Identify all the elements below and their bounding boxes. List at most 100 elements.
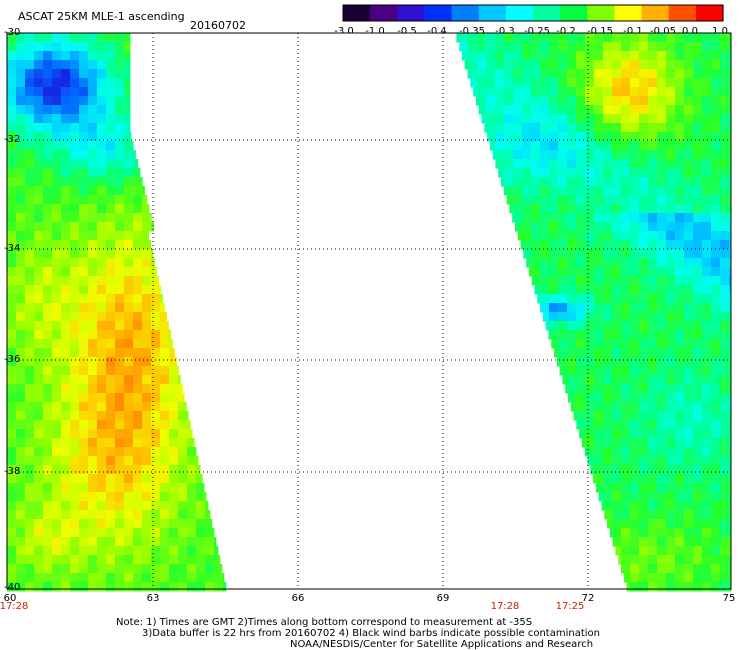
- swath-cell: [7, 330, 17, 340]
- swath-cell: [61, 456, 71, 466]
- swath-cell: [151, 420, 161, 430]
- swath-cell: [169, 420, 179, 430]
- swath-cell: [187, 438, 195, 448]
- swath-cell: [7, 519, 17, 529]
- swath-cell: [124, 402, 134, 412]
- swath-cell: [693, 411, 703, 421]
- swath-cell: [97, 87, 107, 97]
- swath-cell: [79, 339, 89, 349]
- swath-cell: [702, 222, 712, 232]
- swath-cell: [549, 186, 559, 196]
- swath-cell: [693, 330, 703, 340]
- swath-cell: [621, 276, 631, 286]
- swath-cell: [7, 258, 17, 268]
- swath-cell: [612, 258, 622, 268]
- swath-cell: [178, 411, 188, 421]
- swath-cell: [486, 42, 496, 52]
- swath-cell: [34, 312, 44, 322]
- swath-cell: [523, 249, 532, 259]
- swath-cell: [711, 312, 721, 322]
- swath-cell: [151, 393, 161, 403]
- swath-cell: [61, 105, 71, 115]
- swath-cell: [52, 42, 62, 52]
- swath-cell: [70, 249, 80, 259]
- swath-cell: [16, 411, 26, 421]
- swath-cell: [25, 501, 35, 511]
- swath-cell: [603, 213, 613, 223]
- swath-cell: [25, 555, 35, 565]
- colorbar-tick: -0.1: [623, 26, 643, 37]
- swath-cell: [657, 240, 667, 250]
- swath-cell: [456, 33, 460, 43]
- swath-cell: [666, 150, 676, 160]
- swath-cell: [133, 510, 143, 520]
- swath-cell: [133, 537, 143, 547]
- swath-cell: [675, 510, 685, 520]
- swath-cell: [639, 240, 649, 250]
- swath-cell: [169, 411, 179, 421]
- swath-cell: [657, 366, 667, 376]
- swath-cell: [124, 384, 134, 394]
- swath-cell: [468, 51, 478, 61]
- swath-cell: [693, 573, 703, 583]
- swath-cell: [675, 546, 685, 556]
- swath-cell: [106, 357, 116, 367]
- swath-cell: [693, 519, 703, 529]
- swath-cell: [675, 276, 685, 286]
- swath-cell: [461, 51, 469, 61]
- swath-cell: [7, 528, 17, 538]
- swath-cell: [61, 231, 71, 241]
- swath-cell: [648, 294, 658, 304]
- swath-cell: [61, 564, 71, 574]
- swath-cell: [7, 393, 17, 403]
- swath-cell: [34, 267, 44, 277]
- swath-cell: [115, 258, 125, 268]
- swath-cell: [639, 42, 649, 52]
- swath-cell: [43, 339, 53, 349]
- swath-cell: [531, 132, 541, 142]
- swath-cell: [61, 276, 71, 286]
- swath-cell: [585, 60, 595, 70]
- swath-cell: [657, 465, 667, 475]
- swath-cell: [576, 285, 586, 295]
- swath-cell: [115, 537, 125, 547]
- swath-cell: [16, 294, 26, 304]
- swath-cell: [621, 78, 631, 88]
- swath-cell: [106, 483, 116, 493]
- swath-cell: [639, 159, 649, 169]
- swath-cell: [531, 258, 541, 268]
- swath-cell: [187, 573, 197, 583]
- swath-cell: [7, 501, 17, 511]
- swath-cell: [666, 546, 676, 556]
- swath-cell: [540, 159, 550, 169]
- swath-cell: [567, 105, 577, 115]
- swath-cell: [151, 528, 161, 538]
- swath-cell: [657, 285, 667, 295]
- swath-cell: [16, 168, 26, 178]
- swath-cell: [630, 582, 640, 592]
- swath-cell: [142, 258, 152, 268]
- swath-cell: [504, 114, 514, 124]
- swath-cell: [549, 240, 559, 250]
- swath-cell: [711, 177, 721, 187]
- swath-cell: [187, 537, 197, 547]
- swath-cell: [576, 366, 586, 376]
- swath-cell: [34, 51, 44, 61]
- swath-cell: [639, 393, 649, 403]
- swath-cell: [702, 510, 712, 520]
- swath-cell: [169, 366, 179, 376]
- swath-cell: [630, 483, 640, 493]
- swath-cell: [124, 60, 131, 70]
- swath-cell: [133, 285, 143, 295]
- swath-cell: [612, 150, 622, 160]
- swath-cell: [133, 465, 143, 475]
- swath-cell: [612, 87, 622, 97]
- swath-cell: [693, 312, 703, 322]
- swath-cell: [657, 456, 667, 466]
- swath-cell: [567, 321, 577, 331]
- swath-cell: [729, 537, 732, 547]
- swath-cell: [486, 105, 496, 115]
- swath-cell: [612, 159, 622, 169]
- swath-cell: [612, 483, 622, 493]
- swath-cell: [106, 87, 116, 97]
